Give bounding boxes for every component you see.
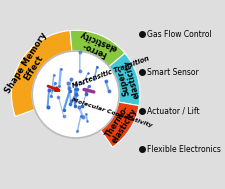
Text: Ferro-
elasticity: Ferro- elasticity <box>74 29 118 61</box>
Wedge shape <box>108 53 139 106</box>
Text: Molecular Cooperativity: Molecular Cooperativity <box>71 97 153 128</box>
Text: Martensitic Transition: Martensitic Transition <box>71 56 149 89</box>
Text: Gas Flow Control: Gas Flow Control <box>146 29 211 39</box>
Text: Thermo-
elasticity: Thermo- elasticity <box>102 102 139 145</box>
Circle shape <box>32 51 119 138</box>
Text: Super-
elasticity: Super- elasticity <box>113 59 141 102</box>
Wedge shape <box>70 30 124 67</box>
Wedge shape <box>100 102 138 147</box>
Wedge shape <box>11 30 72 116</box>
Text: Shape Memory
Effect: Shape Memory Effect <box>4 31 56 100</box>
Text: Actuator / Lift: Actuator / Lift <box>146 106 199 115</box>
Text: Flexible Electronics: Flexible Electronics <box>146 145 220 154</box>
Text: Smart Sensor: Smart Sensor <box>146 68 198 77</box>
